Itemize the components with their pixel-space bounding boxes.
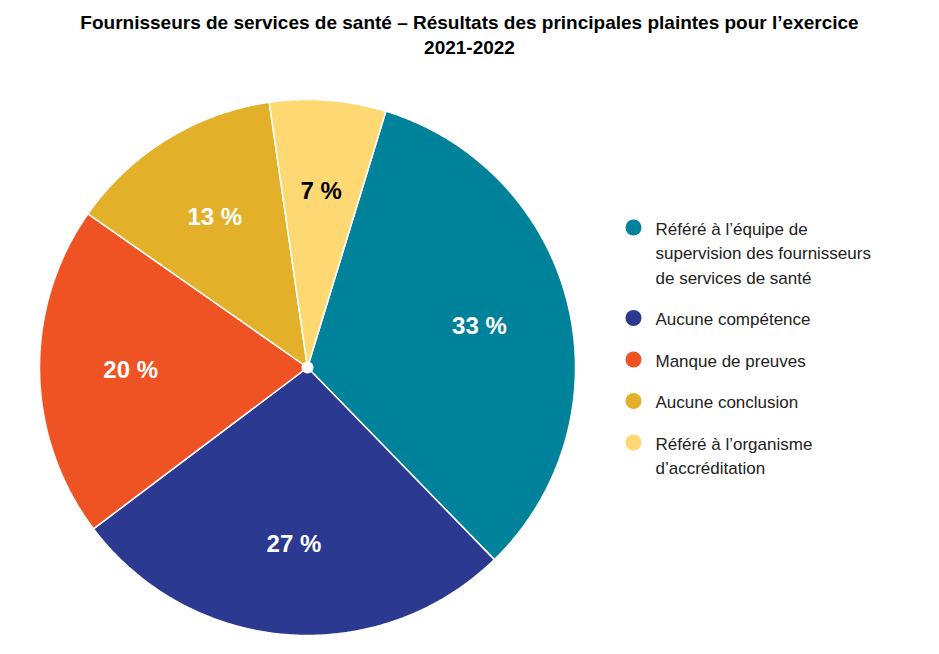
- svg-text:Aucune compétence: Aucune compétence: [656, 310, 811, 329]
- svg-text:Manque de preuves: Manque de preuves: [656, 352, 806, 371]
- svg-text:33 %: 33 %: [452, 312, 507, 339]
- svg-text:Référé à l’organismed’accrédit: Référé à l’organismed’accréditation: [656, 435, 813, 479]
- html-text:Fournisseurs de services de sa: Fournisseurs de services de santé – Résu…: [80, 12, 859, 58]
- svg-text:20 %: 20 %: [103, 356, 158, 383]
- svg-text:Référé à l’équipe desupervisio: Référé à l’équipe desupervision des four…: [656, 220, 871, 288]
- svg-text:7 %: 7 %: [300, 177, 341, 204]
- svg-text:13 %: 13 %: [187, 203, 242, 230]
- svg-text:Aucune conclusion: Aucune conclusion: [656, 393, 799, 412]
- svg-text:27 %: 27 %: [267, 530, 322, 557]
